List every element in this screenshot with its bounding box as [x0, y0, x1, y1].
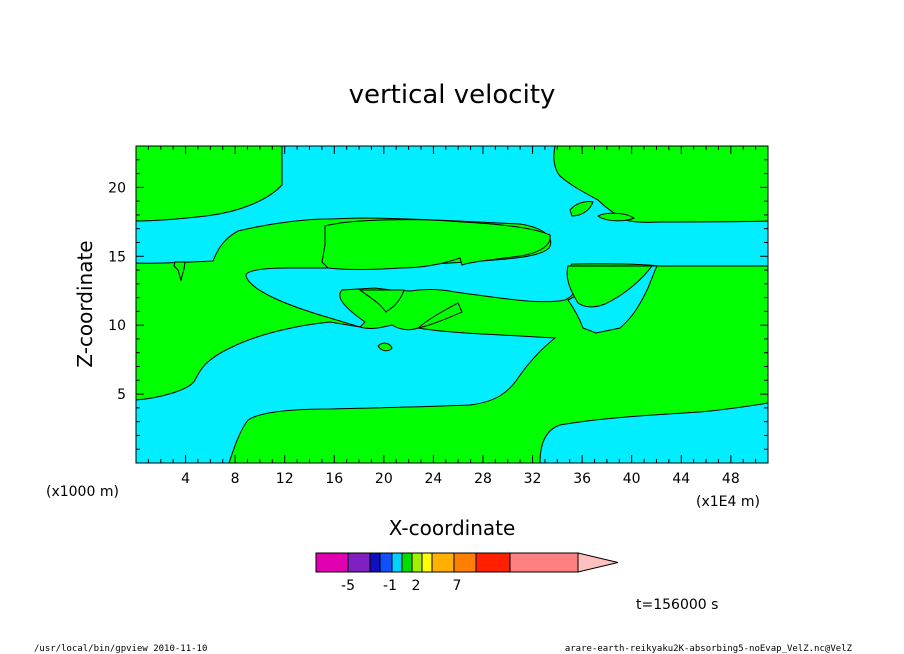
colorbar-segment — [509, 552, 579, 573]
x-tick-label: 24 — [424, 471, 442, 487]
chart-title: vertical velocity — [349, 80, 556, 110]
colorbar-segment — [391, 552, 403, 573]
contour-island-center — [358, 289, 405, 313]
y-tick-label: 20 — [108, 180, 126, 196]
colorbar-label: 2 — [412, 578, 421, 594]
colorbar-label: 7 — [453, 578, 462, 594]
y-axis: 5 10 15 20 — [108, 159, 768, 450]
contour-region-upper-band — [136, 146, 768, 328]
y-tick-label: 15 — [108, 249, 126, 265]
colorbar-segment — [421, 552, 433, 573]
footer-left: /usr/local/bin/gpview 2010-11-10 — [34, 644, 207, 654]
contour-island-small — [377, 342, 393, 352]
colorbar-label: -5 — [341, 578, 355, 594]
colorbar-segment — [379, 552, 393, 573]
x-tick-label: 16 — [325, 471, 343, 487]
y-unit-label: (x1000 m) — [46, 484, 119, 500]
y-axis-label: Z-coordinate — [73, 240, 97, 367]
x-tick-label: 20 — [375, 471, 393, 487]
positive-velocity-islands — [173, 201, 654, 352]
plot-frame — [135, 145, 769, 464]
colorbar-segment — [401, 552, 413, 573]
colorbar-segment — [475, 552, 511, 573]
x-tick-label: 12 — [276, 471, 294, 487]
contour-island-right-a — [569, 201, 594, 217]
colorbar-segment — [315, 552, 349, 573]
colorbar-segment — [411, 552, 423, 573]
contour-island-mid-right — [566, 265, 654, 308]
x-tick-label: 48 — [722, 471, 740, 487]
contour-island-upper-center — [321, 219, 551, 270]
contour-island-lower-left — [417, 302, 463, 329]
x-tick-label: 36 — [573, 471, 591, 487]
x-tick-label: 40 — [623, 471, 641, 487]
x-tick-label: 28 — [474, 471, 492, 487]
colorbar-extend-arrow — [577, 552, 619, 573]
x-tick-label: 8 — [231, 471, 240, 487]
contour-plot — [136, 146, 768, 463]
footer-right: arare-earth-reikyaku2K-absorbing5-noEvap… — [565, 644, 853, 654]
x-unit-label: (x1E4 m) — [696, 494, 760, 510]
colorbar-segment — [369, 552, 381, 573]
x-tick-label: 4 — [181, 471, 190, 487]
x-axis: 4 8 12 16 20 24 28 32 36 40 44 48 — [147, 146, 757, 487]
x-tick-label: 32 — [524, 471, 542, 487]
time-label: t=156000 s — [636, 597, 718, 613]
contour-region-lower-right — [539, 402, 768, 463]
colorbar-segment — [431, 552, 455, 573]
contour-region-lower-band — [136, 321, 557, 463]
y-tick-label: 10 — [108, 318, 126, 334]
y-tick-label: 5 — [117, 387, 126, 403]
colorbar-segment — [347, 552, 371, 573]
contour-island-right-b — [597, 212, 635, 222]
colorbar-segment — [453, 552, 477, 573]
x-tick-label: 44 — [672, 471, 690, 487]
colorbar: -5 -1 2 7 — [315, 552, 619, 594]
x-axis-label: X-coordinate — [389, 516, 516, 540]
colorbar-label: -1 — [383, 578, 397, 594]
contour-island-left — [173, 261, 186, 282]
